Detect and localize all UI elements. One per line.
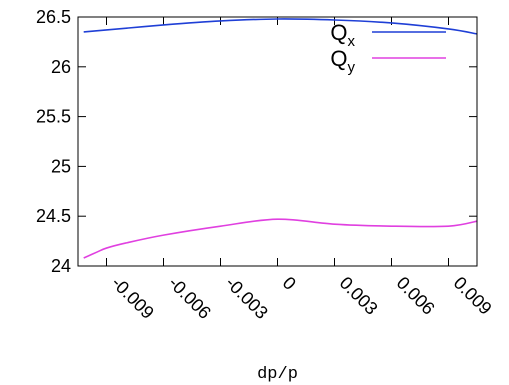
x-tick-label: -0.003 bbox=[222, 273, 272, 323]
legend-label-main: Q bbox=[330, 46, 347, 71]
y-axis: 24 24.5 25 25.5 26 26.5 bbox=[36, 7, 477, 276]
y-tick-label: 25 bbox=[51, 156, 71, 176]
x-axis: -0.009 -0.006 -0.003 0 0.003 0.006 0.009 bbox=[106, 17, 496, 323]
x-axis-title: dp/p bbox=[257, 365, 298, 384]
legend-label-qy: Qy bbox=[330, 46, 355, 76]
y-tick-label: 24 bbox=[51, 256, 71, 276]
x-tick-label: 0.006 bbox=[393, 273, 439, 319]
series-line-qx bbox=[83, 18, 478, 35]
x-tick-label: 0 bbox=[279, 273, 300, 294]
y-tick-label: 24.5 bbox=[36, 206, 71, 226]
x-tick-label: 0.003 bbox=[336, 273, 382, 319]
legend-label-main: Q bbox=[330, 20, 347, 45]
legend-label-subscript: x bbox=[348, 33, 356, 50]
legend-label-qx: Qx bbox=[330, 20, 355, 50]
y-tick-label: 26.5 bbox=[36, 7, 71, 27]
y-tick-label: 25.5 bbox=[36, 107, 71, 127]
plot-frame bbox=[77, 16, 478, 267]
x-tick-label: 0.009 bbox=[450, 273, 496, 319]
x-tick-label: -0.006 bbox=[165, 273, 215, 323]
plot-series bbox=[83, 18, 478, 259]
y-tick-label: 26 bbox=[51, 57, 71, 77]
legend-label-subscript: y bbox=[348, 59, 356, 76]
series-line-qy bbox=[83, 218, 478, 259]
x-tick-label: -0.009 bbox=[108, 273, 158, 323]
